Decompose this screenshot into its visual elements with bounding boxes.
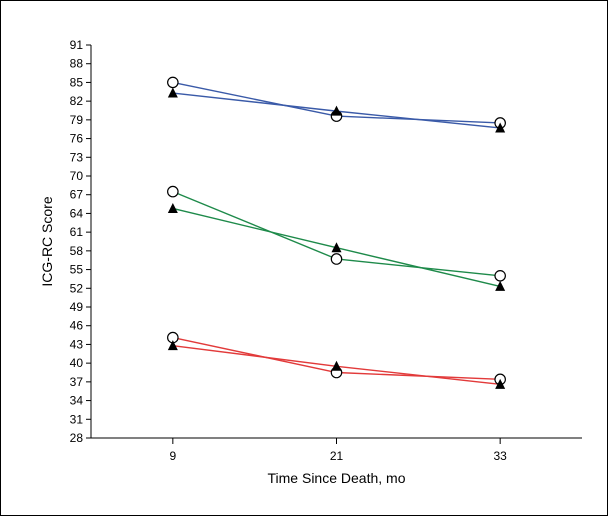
open-circle-marker xyxy=(330,253,343,265)
y-tick-label: 43 xyxy=(70,337,84,351)
y-tick-label: 46 xyxy=(70,319,84,333)
y-tick-label: 73 xyxy=(70,150,84,164)
filled-triangle-marker xyxy=(331,242,342,253)
y-axis-title: ICG-RC Score xyxy=(39,196,55,286)
filled-triangle-marker xyxy=(167,340,178,351)
y-tick-label: 85 xyxy=(70,75,84,89)
y-tick-label: 64 xyxy=(70,206,84,220)
filled-triangle-marker xyxy=(331,105,342,116)
open-circle-marker xyxy=(167,76,179,89)
filled-triangle-marker xyxy=(167,202,178,213)
series-markers xyxy=(167,76,506,389)
open-circle-marker xyxy=(167,185,179,198)
series-lines xyxy=(172,81,501,386)
x-tick-label: 33 xyxy=(493,449,507,463)
filled-triangle-marker xyxy=(495,122,506,133)
open-circle-marker xyxy=(494,270,506,282)
y-tick-label: 55 xyxy=(70,263,84,277)
y-tick-label: 37 xyxy=(70,375,84,389)
x-axis-title: Time Since Death, mo xyxy=(268,470,406,486)
filled-triangle-marker xyxy=(331,360,342,371)
y-tick-label: 88 xyxy=(70,57,84,71)
filled-triangle-marker xyxy=(167,87,178,98)
x-tick-label: 21 xyxy=(330,449,344,463)
axes: 28 31 34 37 40 43 46 49 52 55 58 61 64 67 70 73 76 79 82 85… xyxy=(70,38,582,463)
y-tick-label: 67 xyxy=(70,188,84,202)
y-tick-label: 28 xyxy=(70,431,84,445)
y-tick-label: 52 xyxy=(70,281,84,295)
y-tick-label: 82 xyxy=(70,94,84,108)
y-tick-label: 61 xyxy=(70,225,84,239)
y-tick-label: 49 xyxy=(70,300,84,314)
y-tick-label: 34 xyxy=(70,394,84,408)
filled-triangle-marker xyxy=(495,378,506,389)
y-tick-label: 58 xyxy=(70,244,84,258)
y-tick-label: 70 xyxy=(70,169,84,183)
y-tick-label: 31 xyxy=(70,412,84,426)
y-tick-label: 40 xyxy=(70,356,84,370)
x-tick-label: 9 xyxy=(169,449,176,463)
y-tick-label: 76 xyxy=(70,132,84,146)
filled-triangle-marker xyxy=(495,280,506,291)
y-tick-label: 79 xyxy=(70,113,84,127)
y-tick-label: 91 xyxy=(70,38,84,52)
